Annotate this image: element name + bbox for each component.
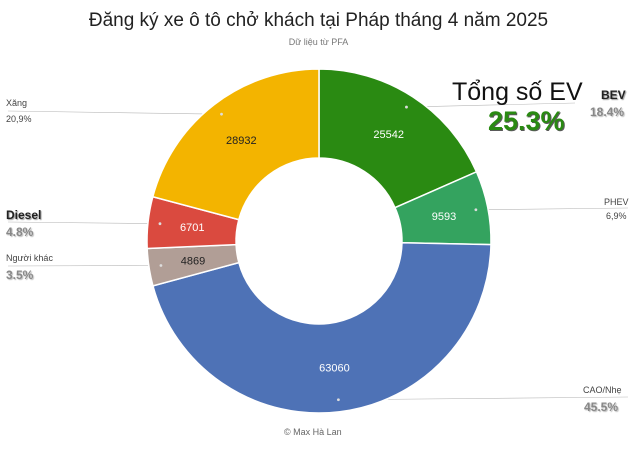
credit-text: Max Hà Lan	[293, 427, 342, 437]
label-dot-bev	[405, 105, 408, 109]
label-dot-hev	[336, 398, 340, 402]
label-dot-diesel	[158, 222, 162, 226]
slice-bev	[318, 68, 478, 209]
leader-line-petrol	[7, 110, 222, 115]
value-label-diesel: 6701	[180, 222, 204, 234]
value-label-petrol: 28932	[226, 135, 257, 147]
label-dot-other	[159, 264, 163, 267]
label-diesel: Diesel	[6, 208, 42, 222]
leader-line-bev	[406, 102, 576, 108]
label-other: Người khác	[6, 253, 53, 263]
credit: © Max Hà Lan	[284, 427, 342, 437]
label-petrol: Xăng	[6, 98, 28, 108]
percent-other: 3.5%	[6, 268, 34, 282]
ev-total-label: Tổng số EV	[452, 78, 583, 106]
percent-hev: 45.5%	[584, 400, 619, 414]
value-label-bev: 25542	[373, 129, 404, 141]
value-label-phev: 9593	[432, 211, 456, 223]
value-label-other: 4869	[181, 256, 205, 268]
label-bev: BEV	[601, 88, 626, 102]
slice-petrol	[151, 68, 320, 221]
slice-hev	[152, 241, 492, 414]
percent-diesel: 4.8%	[6, 225, 34, 239]
leader-line-other	[7, 265, 161, 267]
percent-petrol: 20,9%	[6, 114, 32, 124]
percent-bev: 18.4%	[590, 105, 625, 119]
label-dot-petrol	[220, 112, 223, 116]
ev-total-value: 25.3%	[488, 106, 565, 136]
percent-phev: 6,9%	[606, 211, 627, 221]
label-dot-phev	[474, 208, 478, 212]
leader-line-diesel	[7, 221, 160, 225]
slice-values: 25542 9593 63060 4869 6701 28932	[180, 129, 456, 374]
label-hev: CAO/Nhẹ	[583, 385, 622, 395]
label-dots	[158, 105, 478, 402]
donut-slices	[146, 68, 492, 414]
label-phev: PHEV	[604, 197, 629, 207]
leader-line-phev	[475, 207, 629, 211]
chart-subtitle: Dữ liệu từ PFA	[288, 37, 349, 47]
copyright-icon: ©	[284, 427, 291, 437]
chart-title: Đăng ký xe ô tô chở khách tại Pháp tháng…	[88, 10, 549, 31]
value-label-hev: 63060	[319, 363, 350, 375]
